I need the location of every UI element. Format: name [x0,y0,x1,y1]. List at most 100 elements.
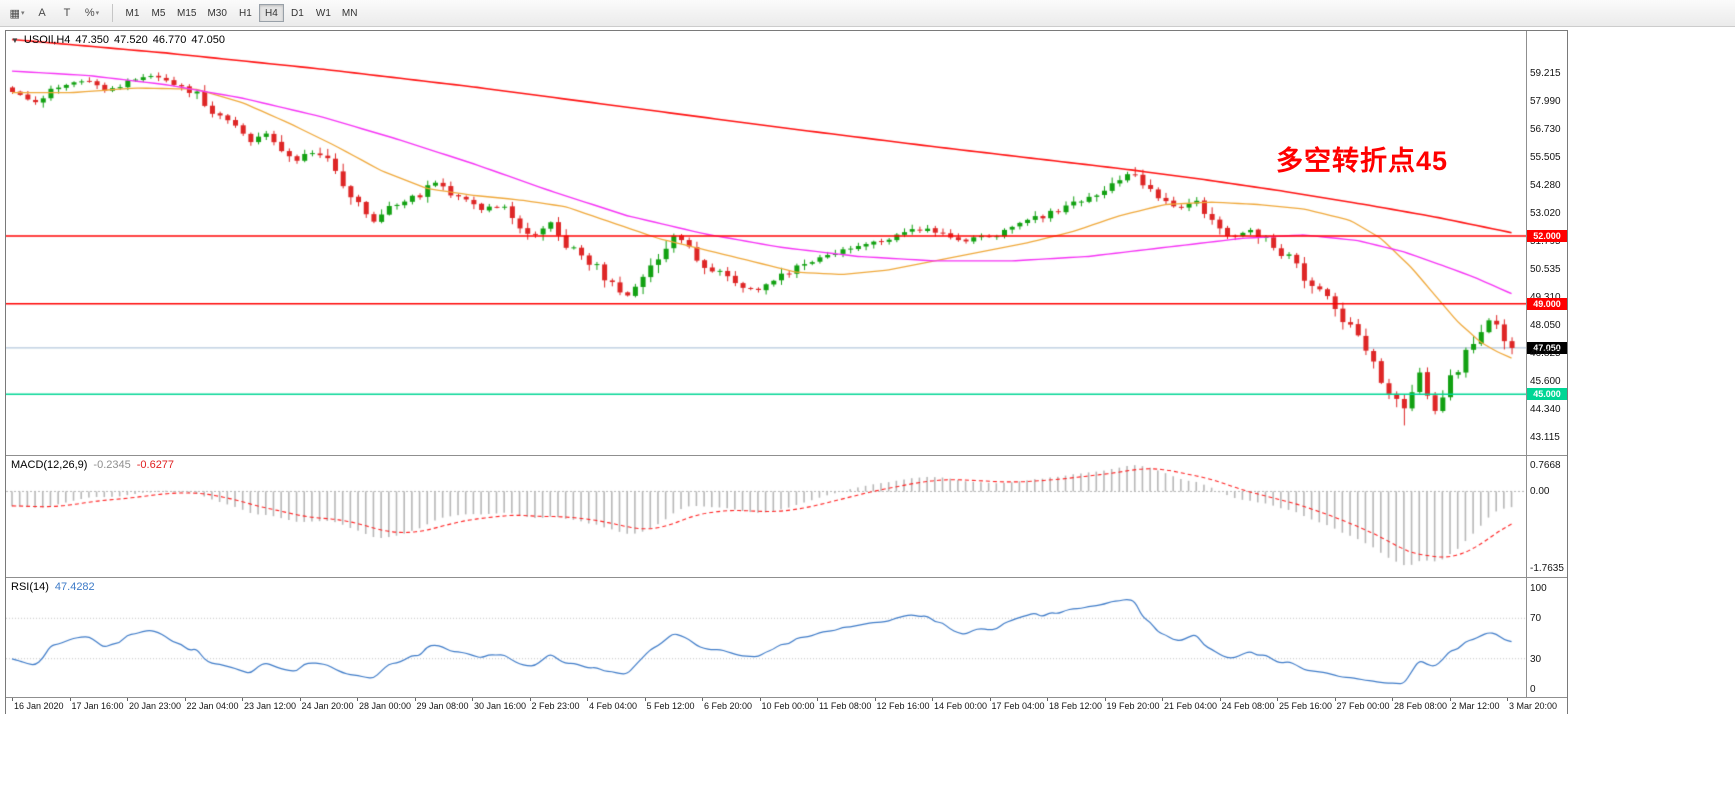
time-axis-tick [702,698,703,701]
rsi-canvas[interactable] [6,578,1526,697]
chart-template-button[interactable]: ▦ ▾ [5,3,29,23]
price-scale-label: 53.020 [1530,208,1561,219]
timeframe-button-w1[interactable]: W1 [315,7,331,19]
time-axis-tick [759,698,761,701]
quote-open: 47.350 [75,34,110,46]
level-price-tag: 52.000 [1527,230,1567,243]
time-axis-tick [932,698,933,701]
timeframe-button-m5[interactable]: M5 [151,7,166,19]
price-scale-label: 46.825 [1530,348,1561,359]
time-axis-tick [587,698,588,701]
scale-separator [1526,31,1527,698]
time-axis-label: 3 Mar 20:00 [1509,701,1558,711]
price-scale-label: 43.115 [1530,432,1560,443]
time-axis-tick [1449,698,1451,701]
rsi-scale-label: 100 [1530,583,1547,594]
time-axis-tick [242,698,243,701]
panel-separator [6,455,1567,456]
time-axis-tick [1047,698,1048,701]
rsi-value: 47.4282 [54,581,95,593]
panel-separator [6,577,1567,578]
time-axis-tick [69,698,71,701]
time-axis-label: 23 Jan 12:00 [244,701,297,711]
drawing-tools-button[interactable]: % ▾ [80,3,104,23]
time-axis-tick [817,698,818,701]
timeframe-button-m1[interactable]: M1 [125,7,140,19]
macd-scale-max: 0.7668 [1530,460,1561,471]
timeframe-button-mn[interactable]: MN [341,7,358,19]
timeframe-button-m30[interactable]: M30 [207,7,227,19]
time-axis-tick [989,698,991,701]
chart-annotation[interactable]: 多空转折点45 [1276,146,1449,176]
dropdown-arrow-icon: ▾ [95,10,100,17]
toolbar: ▦ ▾ A T% ▾ M1 M5 M15 M30 H1 H4 D1 W1 MN [0,0,1735,27]
time-axis-tick [1162,698,1163,701]
time-axis-label: 16 Jan 2020 [14,701,64,711]
timeframe-button-d1[interactable]: D1 [291,7,304,19]
time-axis-tick [12,698,13,701]
time-axis-label: 29 Jan 08:00 [416,701,469,711]
macd-canvas[interactable] [6,456,1526,577]
main-chart-canvas[interactable] [6,31,1526,455]
time-axis-tick [1392,698,1393,701]
time-axis-label: 18 Feb 12:00 [1049,701,1103,711]
time-axis-tick [1334,698,1336,701]
text-annotation-button[interactable]: A [30,3,54,23]
quote-high: 47.520 [114,34,148,46]
timeframe-button-m15[interactable]: M15 [177,7,197,19]
macd-title: MACD(12,26,9) [11,459,88,471]
text-annotation-icon: A [38,7,46,19]
time-axis-label: 24 Jan 20:00 [301,701,354,711]
time-axis-label: 19 Feb 20:00 [1106,701,1160,711]
time-axis-label: 20 Jan 23:00 [129,701,182,711]
timeframe-button-h4[interactable]: H4 [258,4,284,22]
price-scale-label: 44.340 [1530,404,1561,415]
price-scale-label: 54.280 [1530,180,1561,191]
macd-signal-value: -0.6277 [136,459,175,471]
price-scale-label: 50.535 [1530,264,1561,275]
time-axis-tick [472,698,473,701]
time-axis-label: 30 Jan 16:00 [474,701,527,711]
time-axis[interactable]: 16 Jan 2020 17 Jan 16:00 20 Jan 23:00 22 Ja… [6,698,1567,714]
time-axis-label: 4 Feb 04:00 [589,701,638,711]
time-axis-label: 28 Jan 00:00 [359,701,412,711]
toolbar-tools: ▦ ▾ A T% ▾ [5,3,105,23]
rsi-scale-label: 30 [1530,653,1542,665]
price-scale-label: 48.050 [1530,320,1561,331]
time-axis-tick [184,698,186,701]
time-axis-tick [1104,698,1106,701]
time-axis-label: 2 Feb 23:00 [531,701,580,711]
time-axis-tick [127,698,128,701]
time-axis-label: 12 Feb 16:00 [876,701,930,711]
time-axis-tick [874,698,876,701]
panel-separator [6,697,1567,698]
time-axis-tick [1219,698,1221,701]
symbol-label: USOIl,H4 [23,34,71,46]
macd-main-value: -0.2345 [93,459,131,471]
rsi-header: RSI(14) 47.4282 [11,581,95,593]
time-axis-label: 17 Feb 04:00 [991,701,1045,711]
text-box-button[interactable]: T [55,3,79,23]
chart-menu-icon[interactable]: ▼ [11,35,19,45]
drawing-tools-icon: % [84,7,95,19]
macd-header: MACD(12,26,9) -0.2345 -0.6277 [11,459,174,471]
macd-scale-min: -1.7635 [1530,563,1564,574]
symbol-header: ▼ USOIl,H4 47.350 47.520 46.770 47.050 [11,34,225,46]
price-scale-label: 56.730 [1530,124,1561,135]
chart-frame: ▼ USOIl,H4 47.350 47.520 46.770 47.050 多… [5,30,1568,714]
time-axis-label: 5 Feb 12:00 [646,701,695,711]
time-axis-tick [1507,698,1508,701]
quote-low: 46.770 [152,34,187,46]
time-axis-tick [529,698,531,701]
time-axis-tick [644,698,646,701]
time-axis-label: 24 Feb 08:00 [1221,701,1275,711]
time-axis-tick [357,698,358,701]
time-axis-label: 22 Jan 04:00 [186,701,239,711]
chart-template-icon: ▦ [9,7,20,20]
time-axis-label: 2 Mar 12:00 [1451,701,1500,711]
rsi-title: RSI(14) [11,581,49,593]
dropdown-arrow-icon: ▾ [20,10,25,17]
time-axis-label: 14 Feb 00:00 [934,701,988,711]
toolbar-separator [112,4,113,22]
timeframe-button-h1[interactable]: H1 [239,7,252,19]
